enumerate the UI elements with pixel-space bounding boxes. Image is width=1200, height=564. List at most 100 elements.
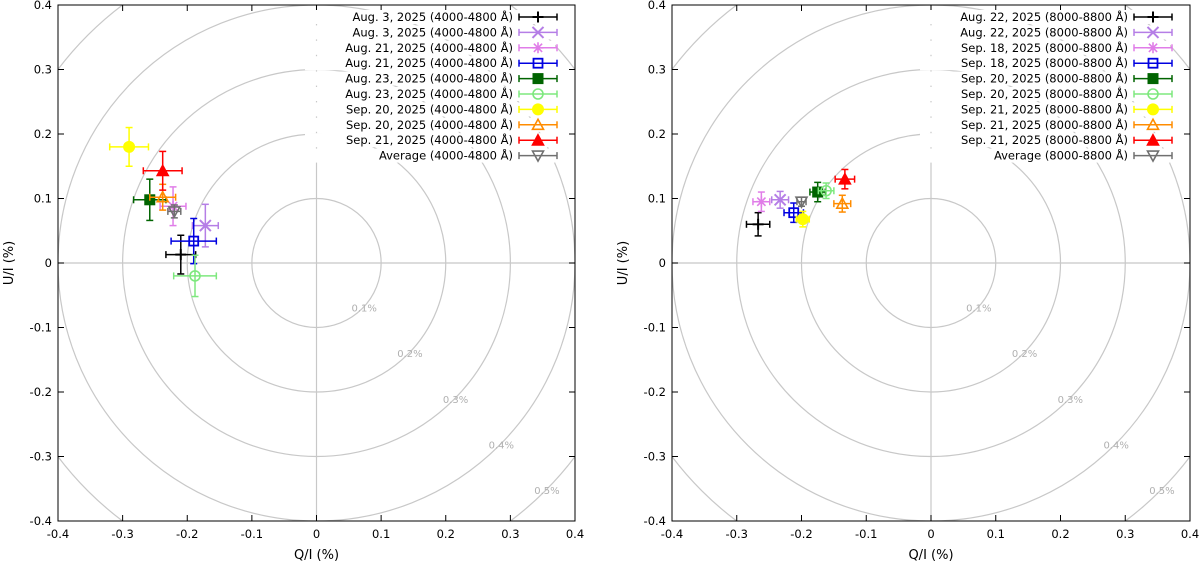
circle-marker xyxy=(123,140,136,153)
square-open-marker xyxy=(1147,57,1159,69)
legend-label: Sep. 18, 2025 (8000-8800 Å) xyxy=(961,55,1128,70)
legend-label: Sep. 21, 2025 (8000-8800 Å) xyxy=(961,101,1128,116)
legend-row-bg xyxy=(920,117,1170,132)
square-marker xyxy=(1147,73,1159,85)
legend-label: Sep. 20, 2025 (4000-4800 Å) xyxy=(346,117,513,132)
triangle-down-open-marker xyxy=(167,206,182,219)
legend-row-bg xyxy=(920,25,1170,40)
y-axis-label: U/I (%) xyxy=(616,241,631,285)
legend-row-bg xyxy=(920,87,1170,101)
data-point-6 xyxy=(817,182,835,200)
square-open-marker xyxy=(788,207,800,219)
legend: Aug. 22, 2025 (8000-8800 Å)Aug. 22, 2025… xyxy=(920,9,1173,163)
x-tick-label: 0.4 xyxy=(566,527,584,541)
star-marker xyxy=(532,42,544,54)
cross-marker xyxy=(1146,26,1160,39)
legend-label: Sep. 21, 2025 (8000-8800 Å) xyxy=(961,132,1128,147)
triangle-marker xyxy=(531,133,545,146)
circle-label: 0.1% xyxy=(351,304,376,315)
circle-label: 0.2% xyxy=(1012,349,1037,360)
legend: Aug. 3, 2025 (4000-4800 Å)Aug. 3, 2025 (… xyxy=(305,9,558,163)
x-tick-label: 0.2 xyxy=(1051,527,1069,541)
cross-marker xyxy=(531,26,545,39)
circle-label: 0.4% xyxy=(489,440,514,451)
plot-area: 0.1% 0.2% 0.3% 0.4% 0.5% xyxy=(672,5,1190,521)
triangle-marker xyxy=(1146,133,1160,146)
x-tick-label: -0.4 xyxy=(661,527,683,541)
triangle-open-marker xyxy=(1146,117,1160,131)
legend-row-bg xyxy=(305,56,555,71)
data-point-7 xyxy=(108,126,150,167)
y-tick-label: 0.2 xyxy=(648,127,666,141)
data-point-4 xyxy=(170,217,218,265)
legend-label: Aug. 21, 2025 (4000-4800 Å) xyxy=(345,55,513,70)
square-open-marker xyxy=(188,235,200,247)
x-tick-label: 0 xyxy=(927,527,934,541)
chart-panel-1: 0.1% 0.2% 0.3% 0.4% 0.5% -0.4 -0.3 -0.2 -0.1 0 0.1… xyxy=(2,0,584,563)
data-point-6 xyxy=(172,254,218,298)
legend-label: Sep. 21, 2025 (8000-8800 Å) xyxy=(961,117,1128,132)
circle-label: 0.3% xyxy=(1058,395,1083,406)
x-tick-label: 0.1 xyxy=(372,527,390,541)
square-open-marker xyxy=(532,57,544,69)
x-tick-label: 0.3 xyxy=(1116,527,1134,541)
cross-marker xyxy=(773,193,787,206)
legend-label: Average (8000-8800 Å) xyxy=(994,148,1128,163)
data-point-10 xyxy=(794,196,809,209)
legend-label: Aug. 23, 2025 (4000-4800 Å) xyxy=(345,71,513,86)
legend-row-bg xyxy=(305,133,555,148)
circle-label: 0.4% xyxy=(1103,440,1128,451)
legend-row-bg xyxy=(920,10,1170,24)
x-axis-label: Q/I (%) xyxy=(294,548,339,563)
legend-label: Sep. 20, 2025 (8000-8800 Å) xyxy=(961,71,1128,86)
legend-row-bg xyxy=(305,87,555,101)
y-tick-label: -0.4 xyxy=(644,514,666,528)
data-point-10 xyxy=(167,204,182,219)
chart-panel-2: 0.1% 0.2% 0.3% 0.4% 0.5% -0.4 -0.3 -0.2 -0.1 0 0.1… xyxy=(616,0,1199,563)
legend-label: Sep. 18, 2025 (8000-8800 Å) xyxy=(961,40,1128,55)
legend-row-bg xyxy=(920,71,1170,86)
y-tick-label: 0 xyxy=(659,256,666,270)
circle-marker xyxy=(532,103,544,116)
legend-row-bg xyxy=(305,117,555,132)
legend-row-bg xyxy=(920,102,1170,117)
legend-row-bg xyxy=(305,102,555,117)
star-marker xyxy=(1147,42,1159,54)
circle-marker xyxy=(1147,103,1159,116)
x-tick-label: 0.1 xyxy=(987,527,1005,541)
y-tick-label: -0.3 xyxy=(30,450,52,464)
y-tick-label: 0.3 xyxy=(648,63,666,77)
x-tick-label: 0.3 xyxy=(501,527,519,541)
circle-label: 0.5% xyxy=(1149,486,1174,497)
data-point-1 xyxy=(745,211,771,237)
x-tick-label: -0.3 xyxy=(726,527,748,541)
triangle-marker xyxy=(838,172,852,185)
legend-label: Aug. 21, 2025 (4000-4800 Å) xyxy=(345,40,513,55)
triangle-marker xyxy=(155,163,170,177)
triangle-open-marker xyxy=(835,196,850,209)
data-point-8 xyxy=(833,194,852,213)
y-tick-label: -0.2 xyxy=(30,385,52,399)
legend-row-bg xyxy=(920,40,1170,55)
y-tick-label: -0.3 xyxy=(644,450,666,464)
data-point-9 xyxy=(142,150,183,191)
circle-open-marker xyxy=(532,88,544,100)
data-point-9 xyxy=(834,168,856,190)
circle-label: 0.3% xyxy=(443,395,468,406)
data-point-7 xyxy=(795,210,811,228)
legend-row-bg xyxy=(305,40,555,55)
triangle-down-open-marker xyxy=(1146,150,1160,163)
legend-row-bg xyxy=(920,56,1170,71)
x-tick-label: -0.2 xyxy=(176,527,198,541)
data-point-2 xyxy=(770,190,790,209)
y-tick-label: 0.3 xyxy=(34,63,52,77)
y-tick-label: 0.4 xyxy=(648,0,666,12)
legend-row-bg xyxy=(305,25,555,40)
legend-label: Aug. 3, 2025 (4000-4800 Å) xyxy=(353,24,514,39)
x-tick-label: 0 xyxy=(313,527,320,541)
legend-row-bg xyxy=(305,71,555,86)
y-tick-label: -0.2 xyxy=(644,385,666,399)
legend-label: Aug. 3, 2025 (4000-4800 Å) xyxy=(353,9,514,24)
y-tick-label: 0.1 xyxy=(34,192,52,206)
legend-label: Sep. 20, 2025 (4000-4800 Å) xyxy=(346,101,513,116)
